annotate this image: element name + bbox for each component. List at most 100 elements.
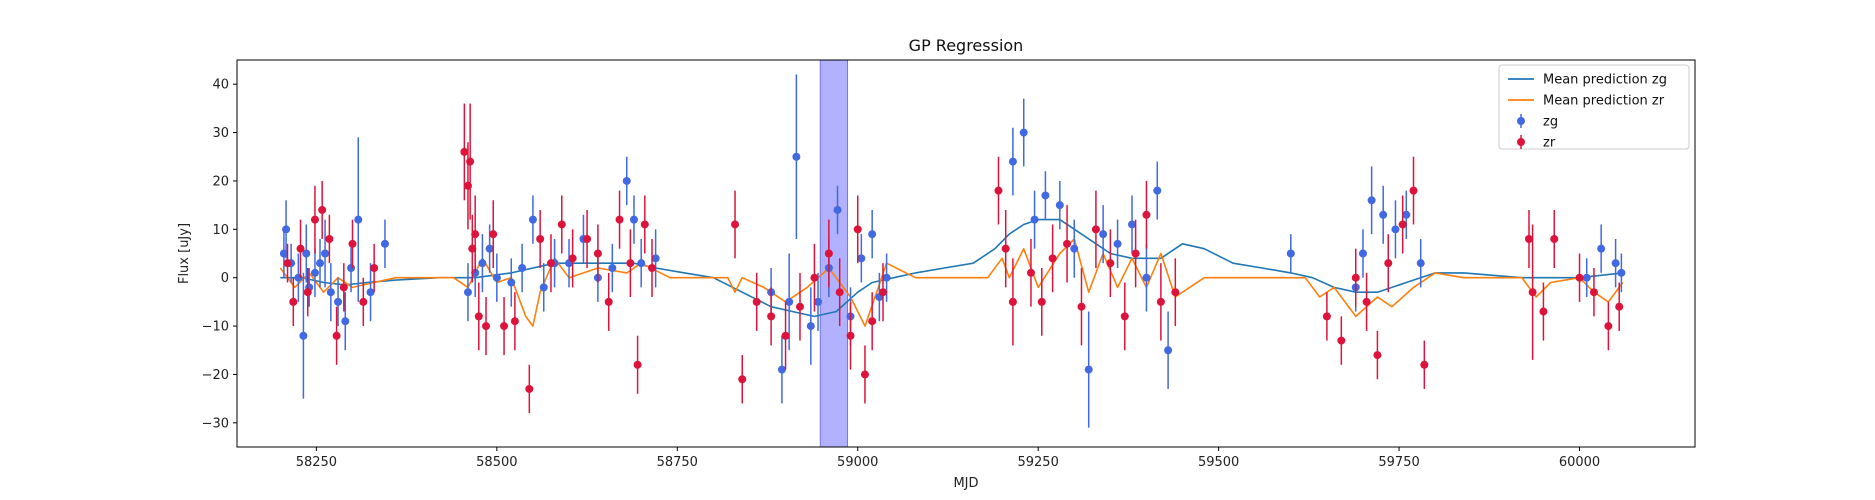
- data-point: [539, 283, 548, 292]
- data-point: [629, 215, 638, 224]
- data-point: [1019, 128, 1028, 137]
- data-point: [1120, 312, 1129, 321]
- y-axis-label: Flux [uJy]: [177, 223, 192, 284]
- data-point: [1539, 307, 1548, 316]
- data-point: [1582, 273, 1591, 282]
- data-point: [853, 225, 862, 234]
- data-point: [1286, 249, 1295, 258]
- data-point: [810, 273, 819, 282]
- data-point: [310, 268, 319, 277]
- data-point: [1528, 288, 1537, 297]
- data-point: [583, 234, 592, 243]
- y-tick-label: −20: [202, 368, 229, 383]
- chart-title: GP Regression: [909, 36, 1024, 55]
- data-point: [380, 239, 389, 248]
- data-point: [1589, 288, 1598, 297]
- y-tick-label: −10: [202, 320, 229, 335]
- data-point: [1615, 302, 1624, 311]
- data-point: [318, 205, 327, 214]
- data-point: [359, 297, 368, 306]
- data-point: [1524, 234, 1533, 243]
- data-point: [622, 176, 631, 185]
- data-point: [835, 288, 844, 297]
- data-point: [1048, 254, 1057, 263]
- data-point: [478, 259, 487, 268]
- data-point: [1617, 268, 1626, 277]
- data-point: [348, 239, 357, 248]
- legend-label: zg: [1543, 115, 1558, 130]
- data-point: [568, 254, 577, 263]
- data-point: [460, 147, 469, 156]
- series-points-zr: [283, 103, 1624, 414]
- data-point: [882, 273, 891, 282]
- data-point: [1156, 297, 1165, 306]
- data-point: [833, 205, 842, 214]
- data-point: [546, 259, 555, 268]
- data-point: [1416, 259, 1425, 268]
- data-point: [648, 264, 657, 273]
- data-point: [492, 273, 501, 282]
- data-point: [615, 215, 624, 224]
- data-point: [1391, 225, 1400, 234]
- data-point: [1164, 346, 1173, 355]
- data-point: [608, 264, 617, 273]
- y-tick-label: 30: [212, 126, 229, 141]
- data-point: [316, 259, 325, 268]
- data-point: [1604, 322, 1613, 331]
- data-point: [1099, 230, 1108, 239]
- data-point: [1001, 244, 1010, 253]
- data-point: [310, 215, 319, 224]
- data-point: [604, 297, 613, 306]
- data-point: [1131, 249, 1140, 258]
- data-point: [1128, 220, 1137, 229]
- data-point: [806, 322, 815, 331]
- y-axis: −30 −20 −10 0 10 20 30 40: [202, 78, 237, 431]
- data-point: [489, 230, 498, 239]
- plot-frame: [236, 59, 1696, 448]
- x-tick-label: 59500: [1198, 455, 1239, 470]
- data-point: [878, 288, 887, 297]
- data-point: [846, 331, 855, 340]
- data-point: [1142, 273, 1151, 282]
- series-line-mean-prediction-zr: [279, 238, 1624, 327]
- data-point: [463, 288, 472, 297]
- data-point: [366, 288, 375, 297]
- data-point: [1402, 210, 1411, 219]
- data-point: [296, 244, 305, 253]
- data-point: [528, 215, 537, 224]
- legend-marker-swatch: [1517, 117, 1525, 125]
- data-point: [1611, 259, 1620, 268]
- data-point: [1113, 239, 1122, 248]
- data-point: [1077, 302, 1086, 311]
- x-tick-label: 58250: [296, 455, 337, 470]
- data-point: [781, 331, 790, 340]
- data-point: [767, 312, 776, 321]
- data-point: [1106, 259, 1115, 268]
- data-point: [814, 297, 823, 306]
- data-point: [474, 312, 483, 321]
- data-point: [282, 225, 291, 234]
- y-tick-label: 0: [221, 271, 229, 286]
- x-tick-label: 59250: [1017, 455, 1058, 470]
- data-point: [1084, 365, 1093, 374]
- data-point: [1351, 273, 1360, 282]
- data-point: [994, 186, 1003, 195]
- data-point: [299, 331, 308, 340]
- data-point: [334, 297, 343, 306]
- data-point: [471, 230, 480, 239]
- data-point: [795, 302, 804, 311]
- data-point: [1008, 297, 1017, 306]
- legend-label: zr: [1543, 136, 1556, 151]
- data-point: [1420, 360, 1429, 369]
- data-point: [1055, 201, 1064, 210]
- data-point: [1575, 273, 1584, 282]
- data-point: [510, 317, 519, 326]
- data-point: [1153, 186, 1162, 195]
- data-point: [1550, 234, 1559, 243]
- data-point: [1384, 259, 1393, 268]
- data-point: [633, 360, 642, 369]
- legend-marker-swatch: [1517, 138, 1525, 146]
- data-point: [468, 244, 477, 253]
- data-point: [857, 254, 866, 263]
